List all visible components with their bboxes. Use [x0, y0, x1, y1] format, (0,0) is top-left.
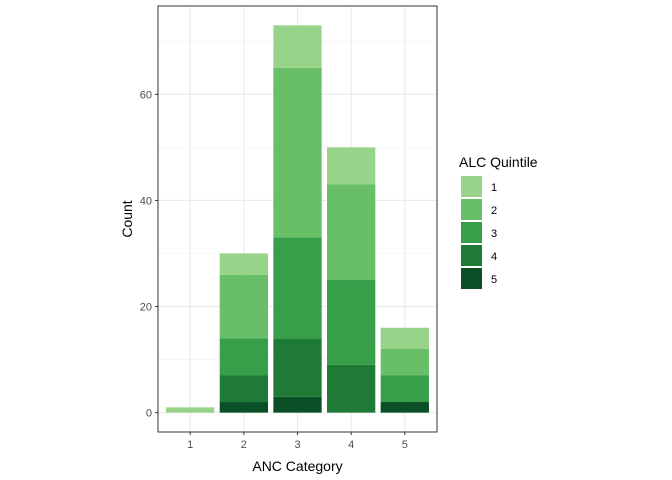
bar-segment-anc-3-alc-1	[273, 25, 322, 68]
legend-label-2: 2	[491, 205, 497, 217]
legend-key-1	[461, 176, 482, 197]
bar-segment-anc-3-alc-2	[273, 67, 322, 238]
bar-segment-anc-1-alc-1	[166, 407, 215, 413]
bar-segment-anc-2-alc-4	[219, 375, 268, 403]
legend-key-5	[461, 268, 482, 289]
bar-segment-anc-5-alc-5	[380, 402, 429, 413]
bar-segment-anc-5-alc-3	[380, 375, 429, 403]
bar-segment-anc-2-alc-2	[219, 274, 268, 339]
bar-segment-anc-5-alc-1	[380, 327, 429, 349]
bar-segment-anc-4-alc-1	[327, 147, 376, 185]
x-tick-label: 1	[187, 439, 193, 451]
axes: 0 20 40 60 1 2 3 4 5	[140, 89, 408, 451]
bar-segment-anc-2-alc-1	[219, 253, 268, 275]
y-tick-label: 40	[140, 195, 152, 207]
legend-label-4: 4	[491, 251, 497, 263]
bar-segment-anc-3-alc-5	[273, 396, 322, 413]
x-tick-label: 3	[294, 439, 300, 451]
legend-key-3	[461, 222, 482, 243]
x-tick-label: 5	[402, 439, 408, 451]
bar-segment-anc-4-alc-3	[327, 280, 376, 365]
bar-segment-anc-3-alc-4	[273, 338, 322, 397]
legend-key-4	[461, 245, 482, 266]
legend-label-3: 3	[491, 228, 497, 240]
bar-segment-anc-3-alc-3	[273, 237, 322, 339]
bar-segment-anc-5-alc-2	[380, 348, 429, 376]
bar-segment-anc-2-alc-3	[219, 338, 268, 376]
x-axis-title: ANC Category	[252, 458, 342, 474]
bar-segment-anc-4-alc-2	[327, 184, 376, 281]
y-tick-label: 0	[146, 408, 152, 420]
bars	[166, 25, 429, 413]
bar-segment-anc-2-alc-5	[219, 402, 268, 413]
legend-key-2	[461, 199, 482, 220]
legend-label-1: 1	[491, 182, 497, 194]
x-tick-label: 4	[348, 439, 354, 451]
legend-label-5: 5	[491, 274, 497, 286]
legend: ALC Quintile 1 2 3 4 5	[459, 154, 538, 289]
bar-segment-anc-4-alc-4	[327, 364, 376, 413]
x-tick-label: 2	[241, 439, 247, 451]
y-tick-label: 20	[140, 302, 152, 314]
y-tick-label: 60	[140, 89, 152, 101]
legend-title: ALC Quintile	[459, 154, 538, 170]
y-axis-title: Count	[119, 200, 135, 237]
